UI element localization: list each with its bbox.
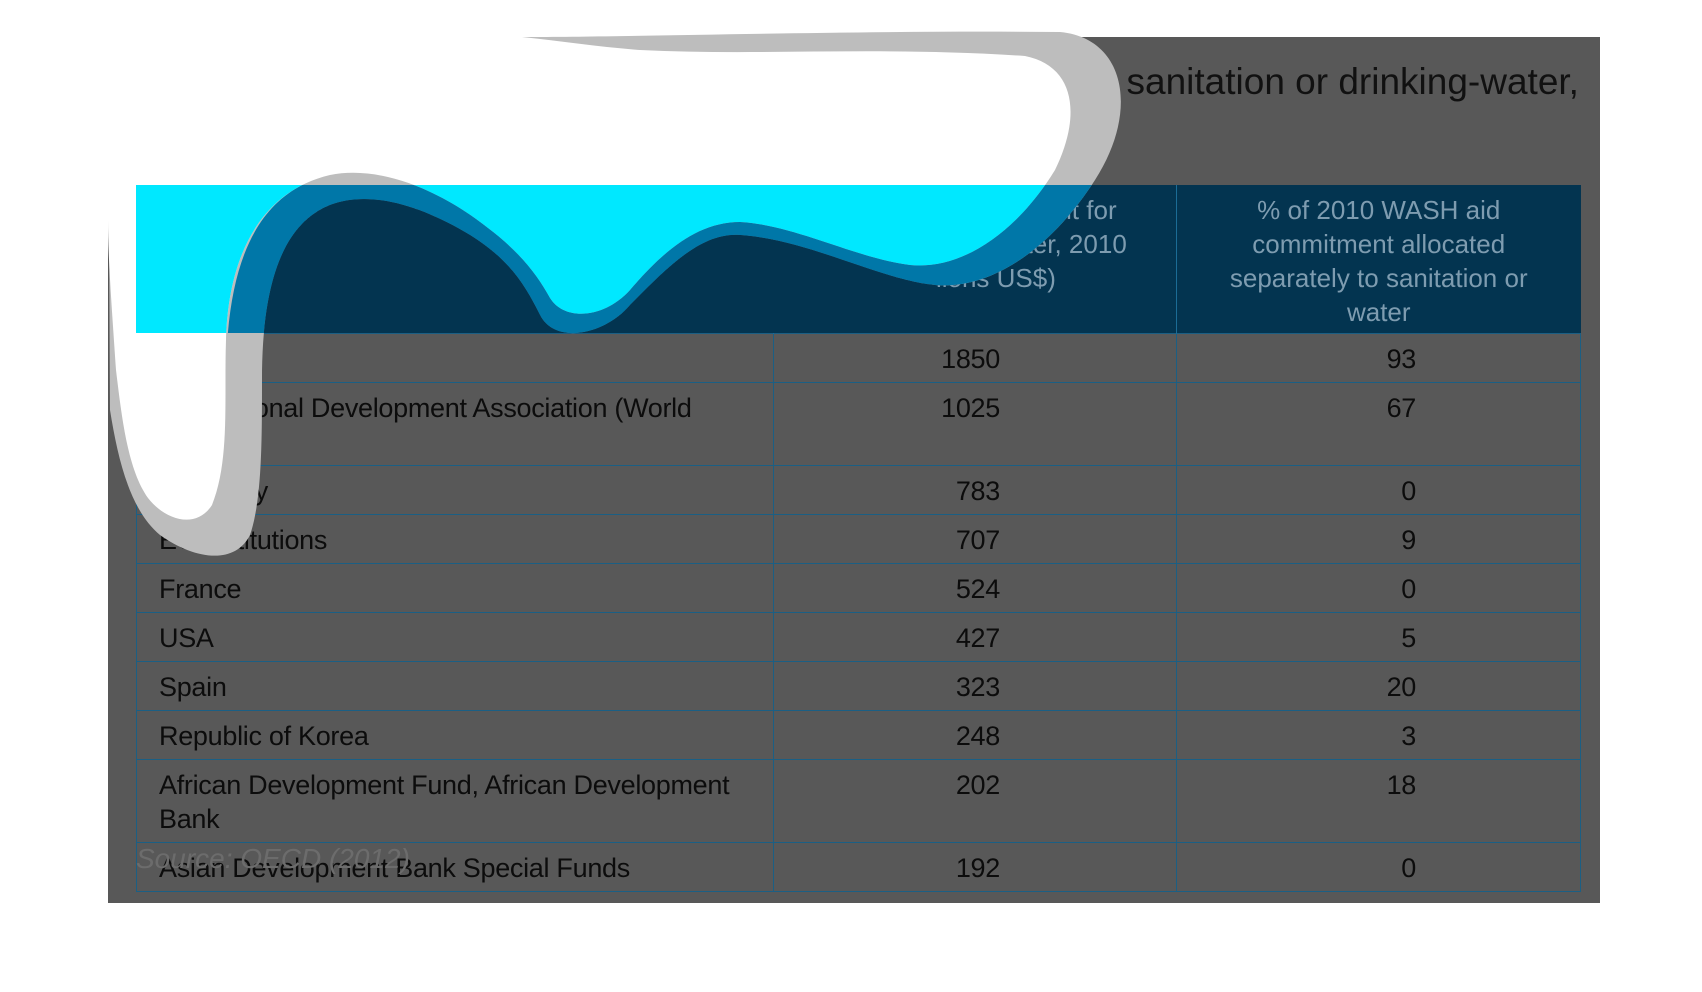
table-row: Spain 323 20: [136, 660, 1581, 711]
percent-cell: 3: [1176, 709, 1581, 760]
total-cell: 524: [773, 562, 1177, 613]
total-cell: 783: [773, 464, 1177, 515]
table-row: African Development Fund, African Develo…: [136, 758, 1581, 843]
total-cell: 248: [773, 709, 1177, 760]
table-caption: Ability to allocate aid commitments sepa…: [136, 61, 1579, 150]
agency-cell: Asian Development Bank Special Funds: [136, 841, 774, 892]
table-number: TABLE 6.1: [136, 61, 319, 102]
agency-cell: EU institutions: [136, 513, 774, 564]
source-note: Source: OECD (2012): [136, 843, 410, 874]
percent-cell: 93: [1176, 332, 1581, 383]
agency-cell: Spain: [136, 660, 774, 711]
header-total-commitment: Total aid commitment for sanitation and …: [773, 185, 1177, 333]
percent-cell: 5: [1176, 611, 1581, 662]
percent-cell: 18: [1176, 758, 1581, 843]
aid-commitments-table: External support agency Total aid commit…: [136, 185, 1581, 892]
agency-cell: Republic of Korea: [136, 709, 774, 760]
agency-cell: France: [136, 562, 774, 613]
header-agency: External support agency: [136, 185, 774, 333]
total-cell: 192: [773, 841, 1177, 892]
total-cell: 323: [773, 660, 1177, 711]
table-header-row: External support agency Total aid commit…: [136, 185, 1581, 333]
header-percent-allocated: % of 2010 WASH aid commitment allocated …: [1176, 185, 1581, 333]
percent-cell: 20: [1176, 660, 1581, 711]
agency-cell: Japan: [136, 332, 774, 383]
table-row: Republic of Korea 248 3: [136, 709, 1581, 760]
percent-cell: 9: [1176, 513, 1581, 564]
total-cell: 707: [773, 513, 1177, 564]
percent-cell: 67: [1176, 381, 1581, 466]
table-row: USA 427 5: [136, 611, 1581, 662]
table-row: Asian Development Bank Special Funds 192…: [136, 841, 1581, 892]
table-title: TABLE 6.1 Ability to allocate aid commit…: [136, 58, 1586, 154]
table-row: International Development Association (W…: [136, 381, 1581, 466]
agency-cell: International Development Association (W…: [136, 381, 774, 466]
percent-cell: 0: [1176, 464, 1581, 515]
percent-cell: 0: [1176, 841, 1581, 892]
table-row: Germany 783 0: [136, 464, 1581, 515]
total-cell: 1025: [773, 381, 1177, 466]
total-cell: 427: [773, 611, 1177, 662]
agency-cell: USA: [136, 611, 774, 662]
total-cell: 1850: [773, 332, 1177, 383]
percent-cell: 0: [1176, 562, 1581, 613]
agency-cell: Germany: [136, 464, 774, 515]
agency-cell: African Development Fund, African Develo…: [136, 758, 774, 843]
table-row: EU institutions 707 9: [136, 513, 1581, 564]
total-cell: 202: [773, 758, 1177, 843]
table-row: France 524 0: [136, 562, 1581, 613]
table-row: Japan 1850 93: [136, 332, 1581, 383]
